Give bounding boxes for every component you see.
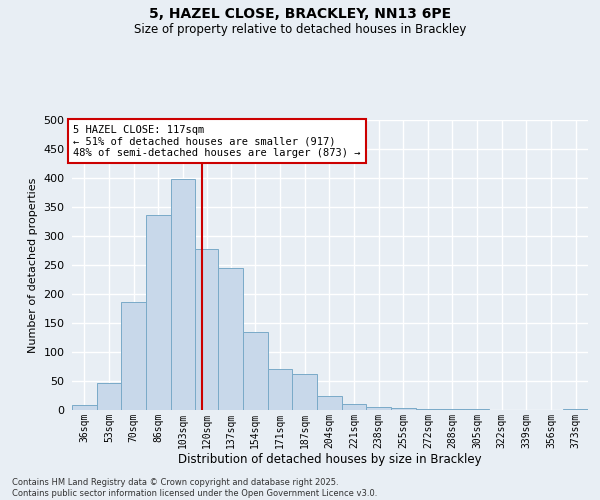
Text: Distribution of detached houses by size in Brackley: Distribution of detached houses by size …	[178, 452, 482, 466]
Text: Size of property relative to detached houses in Brackley: Size of property relative to detached ho…	[134, 22, 466, 36]
Bar	[366, 407, 391, 410]
Bar	[243, 332, 268, 410]
Bar	[391, 408, 416, 410]
Bar	[317, 396, 341, 410]
Text: 5 HAZEL CLOSE: 117sqm
← 51% of detached houses are smaller (917)
48% of semi-det: 5 HAZEL CLOSE: 117sqm ← 51% of detached …	[73, 124, 361, 158]
Bar	[195, 250, 218, 410]
Bar	[416, 409, 440, 410]
Text: 5, HAZEL CLOSE, BRACKLEY, NN13 6PE: 5, HAZEL CLOSE, BRACKLEY, NN13 6PE	[149, 8, 451, 22]
Bar	[121, 302, 146, 410]
Bar	[97, 384, 121, 410]
Bar	[341, 404, 366, 410]
Text: Contains HM Land Registry data © Crown copyright and database right 2025.
Contai: Contains HM Land Registry data © Crown c…	[12, 478, 377, 498]
Bar	[170, 178, 195, 410]
Bar	[72, 406, 97, 410]
Bar	[292, 374, 317, 410]
Bar	[218, 268, 243, 410]
Y-axis label: Number of detached properties: Number of detached properties	[28, 178, 38, 352]
Bar	[563, 409, 588, 410]
Bar	[146, 214, 170, 410]
Bar	[268, 370, 292, 410]
